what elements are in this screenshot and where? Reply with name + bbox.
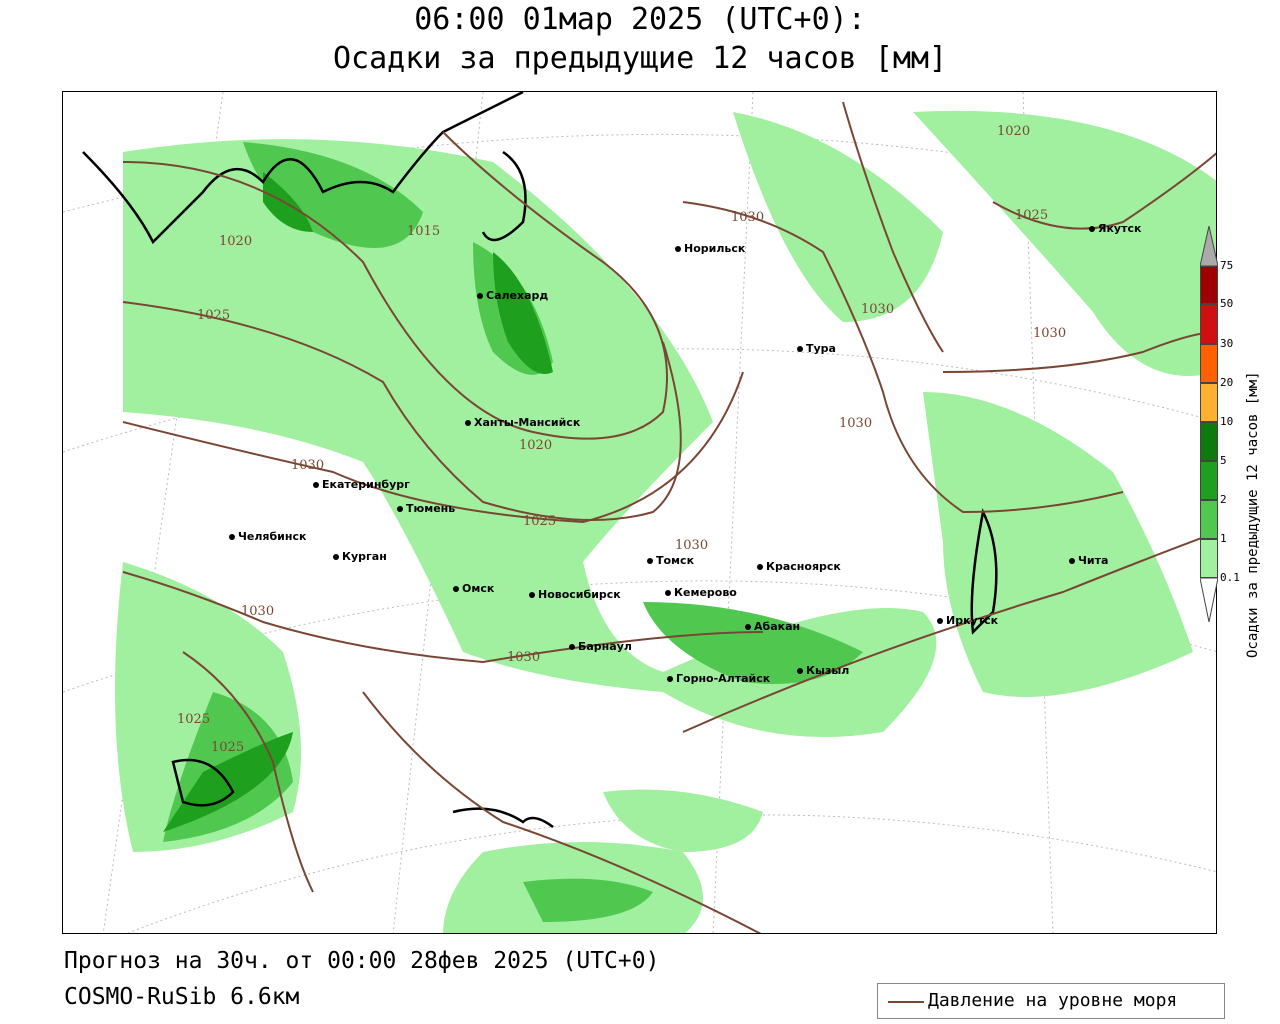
city-marker-icon [745, 624, 751, 630]
isobar-label: 1025 [1015, 208, 1049, 223]
city-marker-icon [797, 346, 803, 352]
colorbar-tick: 10 [1220, 415, 1234, 428]
city-yakutsk: Якутск [1089, 222, 1141, 235]
colorbar-seg [1200, 500, 1218, 539]
city-chita: Чита [1069, 554, 1108, 567]
isobar-label: 1020 [219, 234, 253, 249]
city-abakan: Абакан [745, 620, 800, 633]
colorbar-underflow-arrow-icon [1200, 578, 1218, 622]
colorbar-label: Осадки за предыдущие 12 часов [мм] [1245, 371, 1261, 658]
model-name: COSMO-RuSib 6.6км [64, 984, 300, 1010]
colorbar-seg [1200, 422, 1218, 461]
isobar-legend: Давление на уровне моря [877, 983, 1225, 1019]
city-norilsk: Норильск [675, 242, 745, 255]
city-tura: Тура [797, 342, 836, 355]
city-marker-icon [397, 506, 403, 512]
isobar-label: 1025 [523, 514, 557, 529]
city-tomsk: Томск [647, 554, 694, 567]
colorbar-tick: 2 [1220, 493, 1227, 506]
city-marker-icon [333, 554, 339, 560]
colorbar-tick: 5 [1220, 454, 1227, 467]
isobar-label: 1030 [291, 458, 325, 473]
colorbar-tick: 1 [1220, 532, 1227, 545]
colorbar-seg [1200, 304, 1218, 344]
isobar-label: 1020 [519, 438, 553, 453]
isobar-label: 1025 [197, 308, 231, 323]
colorbar-tick: 30 [1220, 337, 1234, 350]
colorbar-seg [1200, 539, 1218, 578]
city-chelyabinsk: Челябинск [229, 530, 306, 543]
city-kemerovo: Кемерово [665, 586, 737, 599]
isobar-label: 1020 [997, 124, 1031, 139]
city-marker-icon [667, 676, 673, 682]
city-marker-icon [937, 618, 943, 624]
colorbar-seg [1200, 461, 1218, 500]
city-marker-icon [313, 482, 319, 488]
forecast-info: Прогноз на 30ч. от 00:00 28фев 2025 (UTC… [64, 948, 660, 974]
colorbar-tick: 0.1 [1220, 571, 1240, 584]
map-title: 06:00 01мар 2025 (UTC+0): [414, 2, 866, 37]
colorbar-tick: 75 [1220, 259, 1234, 272]
isobar-label: 1015 [407, 224, 441, 239]
isobar-label: 1030 [861, 302, 895, 317]
isobar-label: 1030 [507, 650, 541, 665]
map-canvas [63, 92, 1216, 933]
isobar-label: 1025 [177, 712, 211, 727]
city-kyzyl: Кызыл [797, 664, 849, 677]
city-marker-icon [647, 558, 653, 564]
precip-light [115, 110, 1216, 933]
isobar-label: 1030 [731, 210, 765, 225]
colorbar-tick: 20 [1220, 376, 1234, 389]
city-krasnoyarsk: Красноярск [757, 560, 841, 573]
city-gorno-altaysk: Горно-Алтайск [667, 672, 770, 685]
city-irkutsk: Иркутск [937, 614, 998, 627]
city-marker-icon [675, 246, 681, 252]
map-subtitle: Осадки за предыдущие 12 часов [мм] [332, 41, 948, 76]
isobar-label: 1030 [675, 538, 709, 553]
city-marker-icon [465, 420, 471, 426]
city-omsk: Омск [453, 582, 494, 595]
city-marker-icon [529, 592, 535, 598]
precipitation-map: 1020 1015 1025 1030 1020 1025 1030 1020 … [62, 91, 1217, 934]
coastlines [82, 92, 998, 829]
colorbar-seg [1200, 266, 1218, 304]
city-kurgan: Курган [333, 550, 387, 563]
city-marker-icon [453, 586, 459, 592]
city-marker-icon [229, 534, 235, 540]
city-marker-icon [665, 590, 671, 596]
isobar-legend-line [888, 1001, 924, 1003]
colorbar-seg [1200, 344, 1218, 383]
city-salekhard: Салехард [477, 289, 548, 302]
city-tyumen: Тюмень [397, 502, 455, 515]
isobars [122, 101, 1216, 933]
city-marker-icon [797, 668, 803, 674]
city-marker-icon [569, 644, 575, 650]
isobar-legend-label: Давление на уровне моря [928, 990, 1178, 1011]
precipitation-colorbar: 75 50 30 20 10 5 2 1 0.1 [1200, 226, 1240, 622]
isobar-label: 1025 [211, 740, 245, 755]
isobar-label: 1030 [241, 604, 275, 619]
colorbar-seg [1200, 383, 1218, 422]
city-marker-icon [1089, 226, 1095, 232]
city-novosibirsk: Новосибирск [529, 588, 621, 601]
colorbar-overflow-arrow-icon [1200, 226, 1218, 266]
city-marker-icon [1069, 558, 1075, 564]
city-barnaul: Барнаул [569, 640, 632, 653]
city-marker-icon [757, 564, 763, 570]
isobar-label: 1030 [1033, 326, 1067, 341]
city-khanty-mansiysk: Ханты-Мансийск [465, 416, 580, 429]
city-yekaterinburg: Екатеринбург [313, 478, 410, 491]
city-marker-icon [477, 293, 483, 299]
isobar-label: 1030 [839, 416, 873, 431]
colorbar-tick: 50 [1220, 297, 1234, 310]
